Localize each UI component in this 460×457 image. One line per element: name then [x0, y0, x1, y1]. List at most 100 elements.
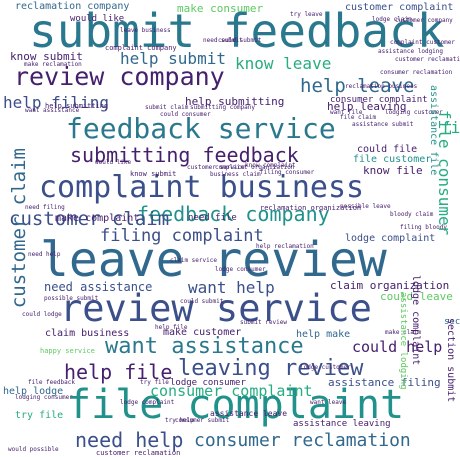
word-claim-business: claim business	[45, 328, 130, 339]
word-complaint-company: complaint company	[105, 44, 177, 52]
word-know-submit-small: know submit	[130, 170, 177, 178]
word-help-lodge: help lodge	[3, 386, 64, 397]
word-assistance-lodging-vertical: assistance lodging	[398, 292, 408, 390]
word-assistance-file-vertical: assistance file	[428, 85, 439, 176]
word-customer-claim: customer claim	[9, 208, 170, 230]
word-customer-claim-vertical: customer claim	[8, 148, 30, 309]
word-assistance-lodging: assistance lodging	[378, 48, 444, 55]
word-try-file-small: try file	[140, 379, 169, 386]
word-lodge-complaint: lodge complaint	[345, 233, 436, 244]
word-consumer-reclamation: consumer reclamation	[194, 430, 411, 451]
word-customer-complaint: customer complaint	[345, 2, 454, 13]
word-customer-reclamation-small: customer reclamation	[395, 56, 460, 63]
word-want-file: want file	[330, 109, 363, 116]
word-make-reclamation: make reclamation	[24, 61, 82, 68]
word-want-help: want help	[188, 278, 275, 297]
word-help-reclamation: help reclamation	[256, 243, 314, 250]
word-make-complaint: make complaint	[55, 213, 140, 224]
word-reclamation-company: reclamation company	[15, 1, 130, 12]
word-lodge-customer: lodge customer	[300, 364, 351, 371]
word-submit-claim: submit claim	[145, 104, 189, 111]
word-possible-leave: possible leave	[340, 203, 391, 210]
word-consumer-complaint-upper: consumer complaint	[330, 95, 428, 105]
word-reclamation-business: reclamation business	[345, 83, 418, 90]
word-want-leave: want leave	[310, 399, 347, 406]
word-file-customer: file customer	[353, 154, 432, 165]
word-could-consumer: could consumer	[160, 111, 211, 118]
word-assistance-submit: assistance submit	[352, 121, 414, 128]
word-file-feedback: file feedback	[28, 379, 75, 386]
word-know-complaint: know complaint	[245, 162, 296, 169]
word-filing-bloody: filing bloody	[400, 224, 447, 231]
word-need-submit: need submit	[203, 37, 243, 44]
word-make-consumer: make consumer	[177, 2, 264, 15]
word-help-filing: help filing	[3, 93, 109, 112]
word-leave-business: leave business	[120, 27, 171, 34]
word-make-customer: make customer	[163, 327, 242, 338]
word-try-help: try help	[165, 417, 194, 424]
word-claim-service: claim service	[170, 257, 217, 264]
word-file-claim: file claim	[340, 114, 377, 121]
word-assistance-filing: assistance filing	[328, 376, 441, 389]
word-would-like-small: would like	[95, 159, 132, 166]
word-file-complaint: file complaint	[67, 382, 405, 428]
word-help-submitting-small: help submitting	[45, 102, 109, 110]
word-leave-review: leave review	[40, 232, 387, 288]
word-section-submit-vertical: section submit	[445, 318, 456, 403]
word-know-submit: know submit	[10, 50, 83, 63]
word-could-help: could help	[352, 338, 443, 356]
word-submit-feedback: submit feedback	[29, 4, 445, 58]
word-assistance-leaving: assistance leaving	[293, 419, 391, 429]
word-customer-service: customer service	[187, 164, 245, 171]
word-business-claim: business claim	[210, 171, 261, 178]
word-lodge-complaint-vertical: lodge complaint	[410, 275, 421, 366]
word-want-assistance-small: want assistance	[25, 107, 80, 114]
word-could-lodge: could lodge	[22, 311, 62, 318]
word-review-service: review service	[60, 287, 372, 330]
word-could-submit-small: could submit	[218, 37, 262, 44]
word-consumer-complaint-lower: consumer complaint	[150, 382, 313, 400]
word-need-filing: need filing	[25, 204, 65, 211]
word-customer-reclamation: customer reclamation	[96, 449, 181, 457]
word-help-file: help file	[64, 360, 173, 384]
word-make-claim: make claim	[385, 329, 422, 336]
word-lodging-consumer: lodging consumer	[15, 394, 73, 401]
word-lodge-claim: lodge claim	[372, 16, 412, 23]
word-help-make: help make	[296, 329, 351, 340]
word-submit-review: submit review	[240, 319, 287, 326]
word-need-help: need help	[75, 428, 184, 452]
word-feedback-company: feedback company	[137, 202, 330, 226]
word-claim-organization: claim organization	[330, 279, 450, 292]
word-would-possible: would possible	[8, 446, 59, 453]
word-submitting-feedback: submitting feedback	[70, 143, 299, 167]
word-complaint-organization: complaint organization	[215, 164, 295, 171]
word-possible-submit: possible submit	[44, 295, 99, 302]
word-could-file: could file	[357, 144, 418, 155]
word-consumer-submit: consumer submit	[175, 417, 230, 424]
word-filing-consumer: filing consumer	[260, 169, 315, 176]
word-want-assistance: want assistance	[105, 334, 304, 359]
word-consumer-reclamation-small: consumer reclamation	[380, 69, 453, 76]
word-know-file: know file	[363, 164, 423, 177]
word-lodge-consumer: lodge consumer	[170, 378, 246, 388]
word-lodging-customer: lodging customer	[385, 109, 443, 116]
word-submitting-company: submitting company	[190, 104, 256, 111]
word-assistance-leave: assistance leave	[210, 409, 288, 418]
word-file-consumer-vertical: file consumer	[435, 110, 454, 236]
word-could-submit: could submit	[180, 298, 224, 305]
word-need-help-small: need help	[28, 251, 61, 258]
word-complaint-business: complaint business	[39, 170, 365, 205]
word-help-leaving: help leaving	[327, 100, 407, 113]
word-know-leave: know leave	[235, 54, 332, 73]
word-review-company: review company	[14, 62, 225, 91]
word-complaint-customer: complaint customer	[390, 39, 456, 46]
word-could-leave: could leave	[380, 290, 453, 303]
word-would-like: would like	[70, 14, 125, 24]
word-need-file: need file	[188, 213, 237, 223]
word-help-submit: help submit	[120, 49, 226, 68]
word-help-leave: help leave	[300, 75, 415, 97]
word-feedback-service: feedback service	[66, 112, 336, 145]
word-filing-complaint: filing complaint	[100, 226, 264, 246]
word-file-consumer: file consumer	[441, 118, 460, 137]
